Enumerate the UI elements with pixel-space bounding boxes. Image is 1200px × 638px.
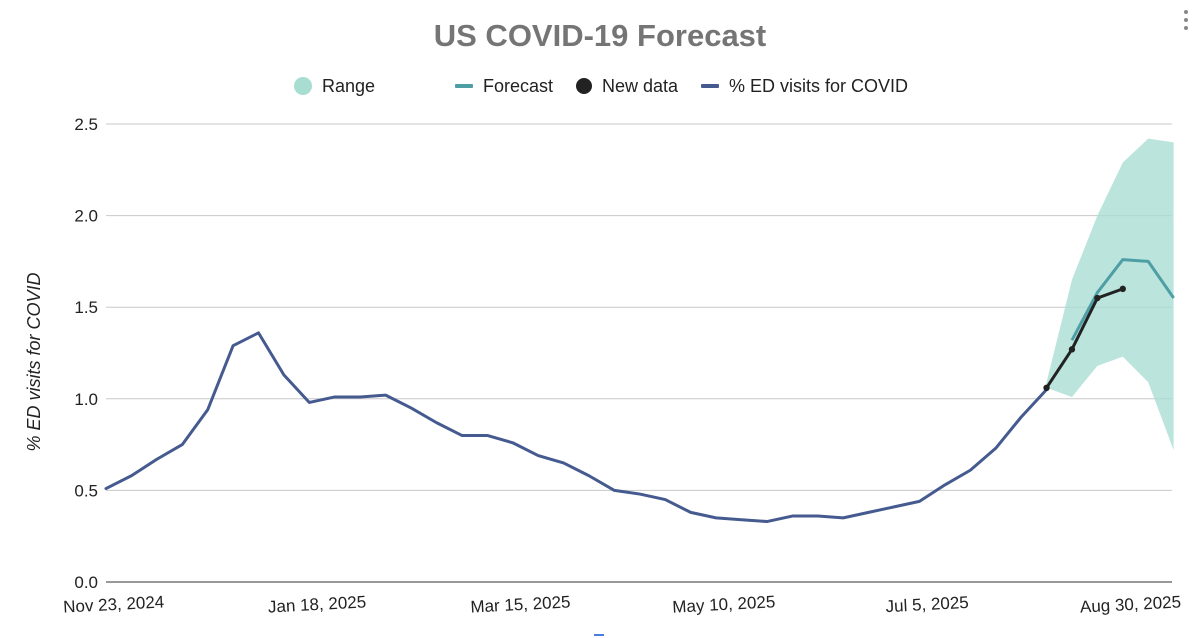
y-tick-label: 0.0 bbox=[74, 573, 98, 592]
new-data-dot-icon bbox=[576, 78, 592, 94]
new-data-point bbox=[1043, 384, 1050, 392]
legend-item-forecast[interactable]: Forecast bbox=[455, 72, 553, 100]
ed-visits-line-icon bbox=[701, 84, 719, 88]
legend-label: % ED visits for COVID bbox=[729, 75, 909, 96]
legend-label: Range bbox=[322, 75, 376, 96]
new-data-line bbox=[1045, 287, 1125, 390]
gridlines bbox=[106, 123, 1172, 583]
legend-item-range[interactable]: Range bbox=[294, 72, 375, 100]
x-tick-label: May 10, 2025 bbox=[672, 592, 776, 616]
legend-item-ed-visits[interactable]: % ED visits for COVID bbox=[701, 72, 908, 100]
x-tick-label: Mar 15, 2025 bbox=[470, 592, 571, 616]
chart-title: US COVID-19 Forecast bbox=[433, 18, 767, 53]
y-tick-labels: 0.0 0.5 1.0 1.5 2.0 2.5 bbox=[74, 115, 98, 592]
series-lines bbox=[104, 258, 1175, 524]
range-dot-icon bbox=[294, 77, 312, 95]
y-tick-label: 0.5 bbox=[74, 481, 98, 500]
x-tick-label: Nov 23, 2024 bbox=[63, 592, 165, 616]
new-data-point bbox=[1068, 346, 1076, 353]
legend-label: Forecast bbox=[483, 75, 554, 96]
new-data-points bbox=[1043, 285, 1127, 392]
scroll-indicator bbox=[594, 634, 604, 636]
ed-visits-line bbox=[104, 331, 1049, 524]
x-tick-label: Jul 5, 2025 bbox=[885, 593, 969, 616]
x-tick-label: Jan 18, 2025 bbox=[267, 592, 366, 616]
legend: Range Forecast New data % ED visits for … bbox=[0, 72, 1200, 100]
y-tick-label: 1.0 bbox=[74, 390, 98, 409]
legend-label: New data bbox=[602, 75, 679, 96]
y-tick-label: 1.5 bbox=[74, 298, 98, 317]
more-options-icon[interactable] bbox=[1182, 10, 1190, 34]
y-tick-label: 2.5 bbox=[74, 115, 98, 134]
forecast-line bbox=[1070, 258, 1175, 341]
x-tick-label: Aug 30, 2025 bbox=[1080, 592, 1182, 616]
legend-item-new-data[interactable]: New data bbox=[576, 72, 678, 100]
new-data-point bbox=[1119, 285, 1127, 293]
new-data-point bbox=[1094, 294, 1101, 302]
y-axis-label: % ED visits for COVID bbox=[24, 272, 44, 451]
y-tick-label: 2.0 bbox=[74, 207, 98, 226]
forecast-group bbox=[1070, 258, 1175, 341]
forecast-line-icon bbox=[455, 84, 473, 88]
x-tick-labels: Nov 23, 2024 Jan 18, 2025 Mar 15, 2025 May … bbox=[63, 592, 1182, 616]
